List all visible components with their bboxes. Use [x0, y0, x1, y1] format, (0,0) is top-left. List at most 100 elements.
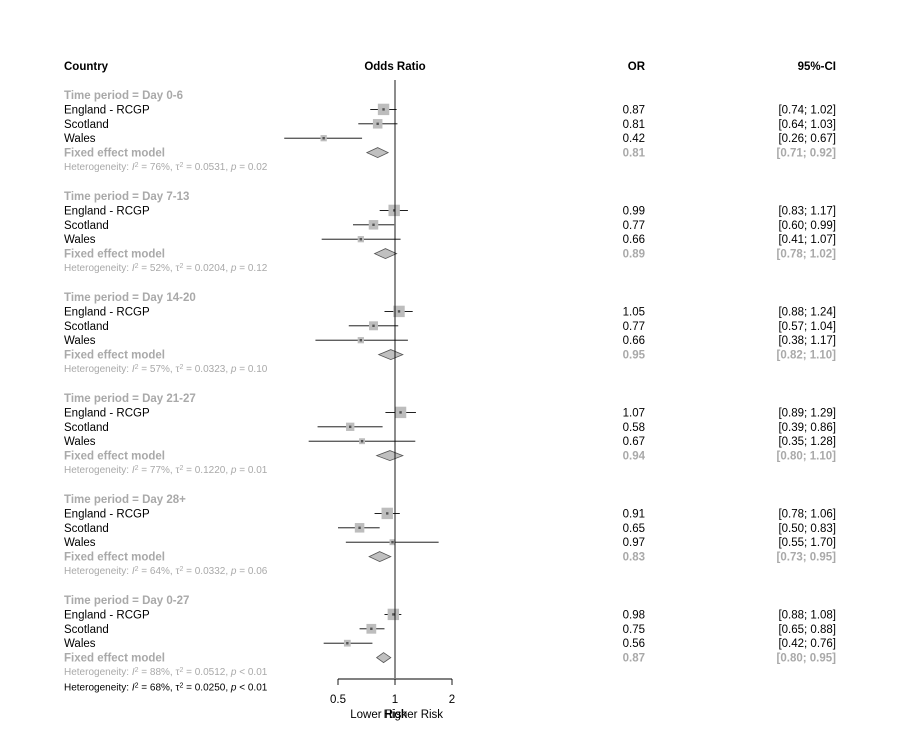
point-estimate: [376, 122, 379, 125]
summary-diamond: [373, 248, 398, 260]
summary-or: 0.94: [623, 451, 646, 463]
header-country: Country: [64, 61, 109, 73]
summary-label: Fixed effect model: [64, 552, 165, 564]
or-value: 0.77: [623, 220, 645, 232]
study-name: Wales: [64, 133, 96, 145]
summary-or: 0.81: [623, 148, 646, 160]
point-estimate: [359, 238, 363, 241]
ci-value: [0.65; 0.88]: [778, 624, 836, 636]
or-value: 0.75: [623, 624, 645, 636]
summary-label: Fixed effect model: [64, 451, 165, 463]
heterogeneity-text: Heterogeneity: I2 = 64%, τ2 = 0.0332, p …: [64, 566, 268, 578]
heterogeneity-text: Heterogeneity: I2 = 52%, τ2 = 0.0204, p …: [64, 263, 268, 275]
plot-layer: Time period = Day 0-6 England - RCGP 0.87 […: [64, 80, 836, 721]
summary-ci: [0.78; 1.02]: [777, 249, 837, 261]
group-label: Time period = Day 7-13: [64, 191, 189, 203]
or-value: 0.98: [623, 609, 645, 621]
summary-label: Fixed effect model: [64, 148, 165, 160]
study-name: Wales: [64, 638, 96, 650]
study-name: England - RCGP: [64, 407, 150, 419]
study-name: Scotland: [64, 523, 109, 535]
or-value: 0.77: [623, 321, 645, 333]
header-ci: 95%-CI: [798, 61, 836, 73]
point-estimate: [386, 512, 389, 515]
study-name: Wales: [64, 234, 96, 246]
x-label-lower-risk: Lower Risk: [350, 709, 407, 721]
or-value: 0.87: [623, 104, 645, 116]
heterogeneity-text: Heterogeneity: I2 = 57%, τ2 = 0.0323, p …: [64, 364, 268, 376]
ci-value: [0.42; 0.76]: [778, 638, 836, 650]
ci-value: [0.41; 1.07]: [778, 234, 836, 246]
or-value: 0.42: [623, 133, 645, 145]
study-name: Wales: [64, 335, 96, 347]
ci-value: [0.74; 1.02]: [778, 104, 836, 116]
summary-diamond: [375, 652, 392, 664]
summary-diamond: [368, 551, 392, 563]
ci-value: [0.64; 1.03]: [778, 119, 836, 131]
or-value: 0.81: [623, 119, 645, 131]
summary-ci: [0.82; 1.10]: [777, 350, 837, 362]
summary-diamond: [375, 450, 404, 462]
ci-value: [0.88; 1.24]: [778, 306, 836, 318]
point-estimate: [322, 137, 325, 140]
point-estimate: [349, 425, 352, 428]
summary-diamond: [377, 349, 404, 361]
ci-value: [0.39; 0.86]: [778, 422, 836, 434]
group-label: Time period = Day 28+: [64, 494, 186, 506]
or-value: 0.99: [623, 205, 645, 217]
ci-value: [0.83; 1.17]: [778, 205, 836, 217]
ci-value: [0.60; 0.99]: [778, 220, 836, 232]
x-tick-label: 1: [392, 694, 398, 706]
point-estimate: [382, 108, 385, 111]
summary-diamond: [365, 147, 390, 159]
or-value: 0.67: [623, 436, 645, 448]
ci-value: [0.38; 1.17]: [778, 335, 836, 347]
study-name: England - RCGP: [64, 306, 150, 318]
ci-value: [0.55; 1.70]: [778, 537, 836, 549]
study-name: England - RCGP: [64, 508, 150, 520]
ci-value: [0.57; 1.04]: [778, 321, 836, 333]
summary-label: Fixed effect model: [64, 653, 165, 665]
or-value: 0.56: [623, 638, 645, 650]
summary-label: Fixed effect model: [64, 249, 165, 261]
ci-value: [0.88; 1.08]: [778, 609, 836, 621]
summary-or: 0.87: [623, 653, 645, 665]
x-label-higher-risk: Higher Risk: [384, 709, 444, 721]
or-value: 0.66: [623, 234, 645, 246]
group-label: Time period = Day 21-27: [64, 393, 196, 405]
summary-label: Fixed effect model: [64, 350, 165, 362]
x-tick-label: 2: [449, 694, 455, 706]
summary-ci: [0.80; 1.10]: [777, 451, 837, 463]
point-estimate: [392, 613, 395, 616]
point-estimate: [360, 440, 364, 443]
study-name: Scotland: [64, 119, 109, 131]
summary-ci: [0.80; 0.95]: [777, 653, 837, 665]
or-value: 1.05: [623, 306, 645, 318]
study-name: England - RCGP: [64, 609, 150, 621]
study-name: Wales: [64, 436, 96, 448]
ci-value: [0.50; 0.83]: [778, 523, 836, 535]
heterogeneity-text: Heterogeneity: I2 = 77%, τ2 = 0.1220, p …: [64, 465, 268, 477]
point-estimate: [372, 223, 375, 226]
ci-value: [0.78; 1.06]: [778, 508, 836, 520]
ci-value: [0.89; 1.29]: [778, 407, 836, 419]
summary-ci: [0.73; 0.95]: [777, 552, 837, 564]
summary-or: 0.95: [623, 350, 646, 362]
point-estimate: [358, 526, 361, 529]
study-name: Scotland: [64, 422, 109, 434]
study-name: England - RCGP: [64, 205, 150, 217]
point-estimate: [391, 541, 394, 544]
or-value: 0.66: [623, 335, 645, 347]
point-estimate: [397, 310, 401, 313]
ci-value: [0.26; 0.67]: [778, 133, 836, 145]
group-label: Time period = Day 0-6: [64, 90, 183, 102]
or-value: 0.58: [623, 422, 645, 434]
overall-heterogeneity-text: Heterogeneity: I2 = 68%, τ2 = 0.0250, p …: [64, 682, 268, 694]
summary-or: 0.83: [623, 552, 645, 564]
point-estimate: [372, 324, 375, 327]
header-or: OR: [628, 61, 646, 73]
point-estimate: [359, 339, 363, 342]
group-label: Time period = Day 0-27: [64, 595, 189, 607]
or-value: 0.91: [623, 508, 645, 520]
